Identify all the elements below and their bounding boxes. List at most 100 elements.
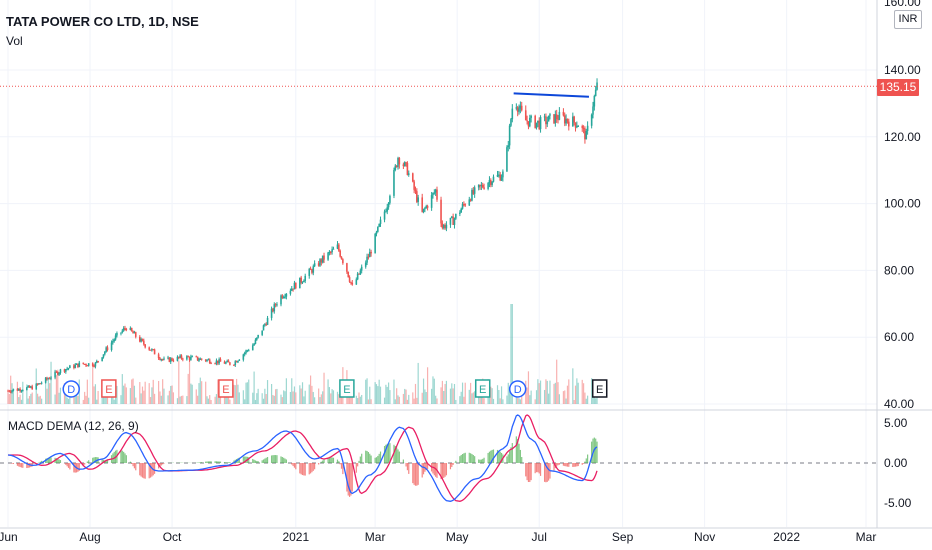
volume-bar — [557, 382, 559, 404]
volume-bar — [162, 379, 164, 404]
volume-bar — [201, 381, 203, 404]
candle-body — [350, 281, 352, 283]
volume-bar — [125, 387, 127, 404]
macd-histogram-bar — [291, 463, 293, 465]
candle-body — [328, 251, 331, 253]
candle-body — [440, 199, 442, 224]
candle-body — [582, 127, 585, 129]
macd-histogram-bar — [123, 451, 125, 463]
candle-body — [148, 347, 151, 350]
macd-histogram-bar — [460, 454, 462, 463]
candle-body — [516, 107, 519, 112]
candle-body — [308, 268, 311, 276]
candle-body — [87, 363, 90, 366]
macd-histogram-bar — [538, 463, 540, 474]
macd-histogram-bar — [461, 454, 464, 463]
macd-histogram-bar — [93, 457, 95, 463]
candle-body — [274, 304, 277, 306]
candle-body — [265, 324, 268, 326]
candle-body — [134, 332, 137, 337]
macd-histogram-bar — [365, 450, 367, 463]
volume-bar — [236, 378, 238, 404]
macd-histogram-bar — [408, 463, 410, 474]
candle-body — [403, 162, 406, 167]
macd-histogram-bar — [425, 463, 427, 470]
volume-bar — [405, 389, 407, 404]
candle-body — [122, 328, 125, 331]
candle-body — [378, 223, 380, 227]
candle-body — [592, 106, 594, 115]
candle-body — [500, 177, 503, 181]
macd-histogram-bar — [535, 463, 538, 473]
macd-histogram-bar — [262, 459, 265, 463]
candle-body — [481, 185, 484, 188]
volume-bar — [170, 385, 172, 404]
macd-histogram-bar — [592, 438, 594, 463]
macd-histogram-bar — [351, 463, 353, 492]
volume-bar — [238, 392, 240, 404]
macd-histogram-bar — [47, 457, 49, 463]
macd-histogram-bar — [517, 438, 519, 463]
candle-body — [573, 116, 575, 123]
candle-body — [20, 390, 23, 392]
volume-bar — [474, 391, 476, 404]
volume-bar — [47, 379, 49, 404]
currency-badge[interactable]: INR — [894, 10, 922, 29]
candle-body — [492, 176, 495, 182]
macd-histogram-bar — [564, 463, 566, 467]
volume-bar — [28, 396, 31, 404]
candle-body — [199, 358, 202, 360]
macd-histogram-bar — [27, 463, 29, 468]
candle-body — [112, 341, 114, 343]
volume-bar — [261, 393, 263, 404]
volume-bar — [361, 394, 363, 404]
candle-body — [152, 349, 155, 351]
volume-bar — [440, 387, 442, 404]
candle-body — [331, 249, 333, 253]
volume-bar — [491, 388, 493, 404]
macd-histogram-bar — [519, 449, 521, 463]
macd-histogram-bar — [463, 453, 465, 463]
volume-bar — [478, 394, 480, 404]
time-tick-label: Jul — [532, 530, 547, 544]
macd-histogram-bar — [525, 463, 527, 477]
macd-histogram-bar — [149, 463, 152, 478]
volume-bar — [365, 379, 367, 404]
volume-bar — [144, 381, 146, 404]
volume-bar — [527, 371, 530, 404]
macd-histogram-bar — [421, 463, 423, 478]
volume-bar — [534, 399, 536, 404]
volume-bar — [452, 388, 454, 404]
volume-bar — [199, 377, 201, 404]
candle-body — [132, 331, 134, 334]
candle-body — [483, 187, 485, 189]
candle-body — [455, 213, 457, 219]
macd-histogram-bar — [50, 457, 52, 463]
candle-body — [450, 216, 453, 218]
macd-histogram-bar — [518, 443, 520, 463]
candle-body — [35, 383, 38, 390]
candle-body — [44, 377, 47, 383]
macd-indicator-label: MACD DEMA (12, 26, 9) — [8, 419, 139, 433]
candle-body — [7, 390, 9, 392]
macd-tick-label: 5.00 — [884, 416, 908, 430]
time-tick-label: 2022 — [773, 530, 800, 544]
macd-histogram-bar — [26, 463, 28, 469]
time-tick-label: Sep — [612, 530, 634, 544]
macd-histogram-bar — [358, 460, 360, 463]
volume-bar — [318, 388, 320, 404]
macd-histogram-bar — [426, 463, 429, 469]
candle-body — [284, 296, 286, 298]
macd-histogram-bar — [367, 452, 370, 463]
candle-body — [188, 357, 191, 360]
volume-bar — [133, 385, 136, 404]
volume-bar — [314, 397, 316, 404]
candle-body — [405, 162, 407, 164]
macd-histogram-bar — [207, 461, 209, 463]
macd-histogram-bar — [375, 457, 378, 463]
candle-body — [180, 355, 183, 359]
volume-bar — [180, 395, 183, 404]
macd-histogram-bar — [275, 455, 277, 463]
macd-histogram-bar — [414, 463, 417, 486]
